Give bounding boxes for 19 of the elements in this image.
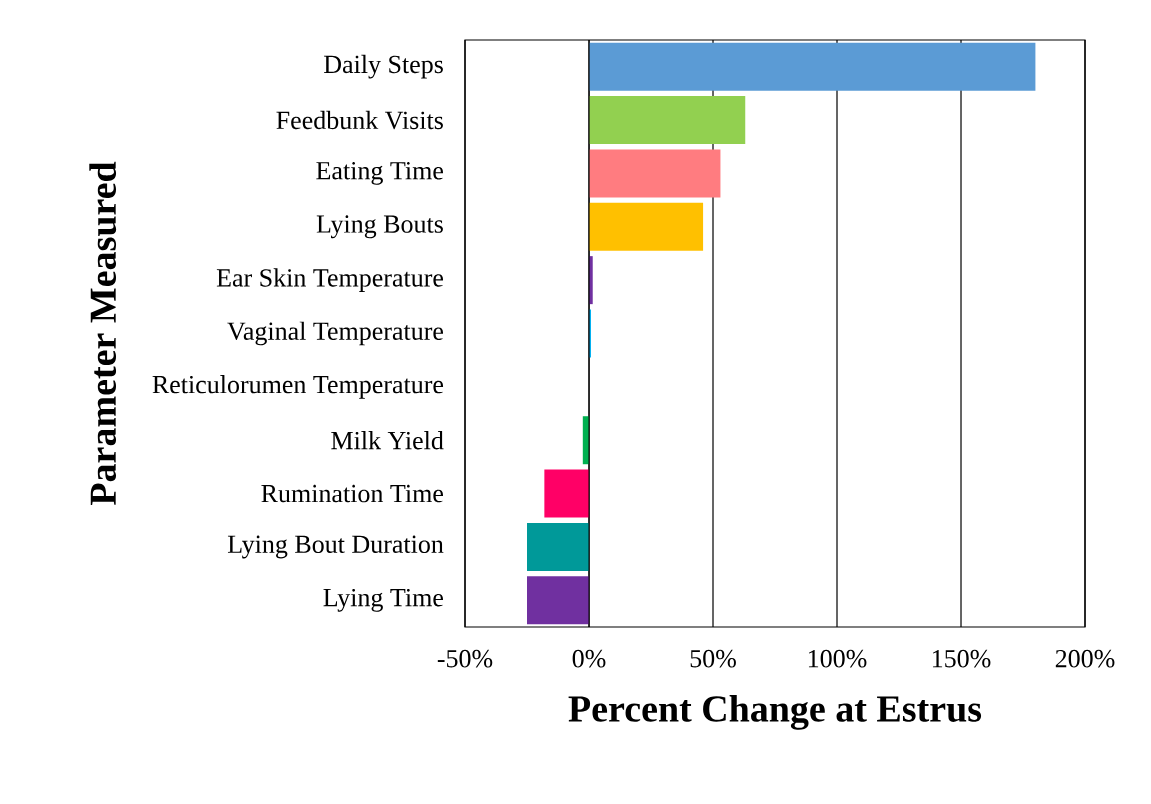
x-tick-label: 100% xyxy=(808,649,867,668)
y-tick-label: Reticulorumen Temperature xyxy=(152,375,444,399)
x-tick-label: 200% xyxy=(1055,649,1115,668)
y-tick-label: Daily Steps xyxy=(324,54,443,79)
y-tick-label: Lying Bouts xyxy=(316,215,443,239)
y-tick-label: Feedbunk Visits xyxy=(276,110,443,130)
y-tick-label: Milk Yield xyxy=(331,431,444,450)
y-tick-label: Ear Skin Temperature xyxy=(216,268,444,292)
x-tick-label: 150% xyxy=(932,649,991,668)
x-axis-title: Percent Change at Estrus xyxy=(568,695,982,730)
y-axis-title: Parameter Measured xyxy=(89,161,117,506)
x-tick-label: 0% xyxy=(572,649,606,668)
y-tick-label: Vaginal Temperature xyxy=(227,321,444,346)
y-tick-label: Rumination Time xyxy=(261,484,443,503)
y-tick-label: Lying Time xyxy=(323,588,443,612)
x-tick-label: -50% xyxy=(437,649,493,668)
y-tick-label: Lying Bout Duration xyxy=(227,535,444,559)
x-tick-label: 50% xyxy=(690,649,736,668)
y-tick-label: Eating Time xyxy=(316,162,443,185)
